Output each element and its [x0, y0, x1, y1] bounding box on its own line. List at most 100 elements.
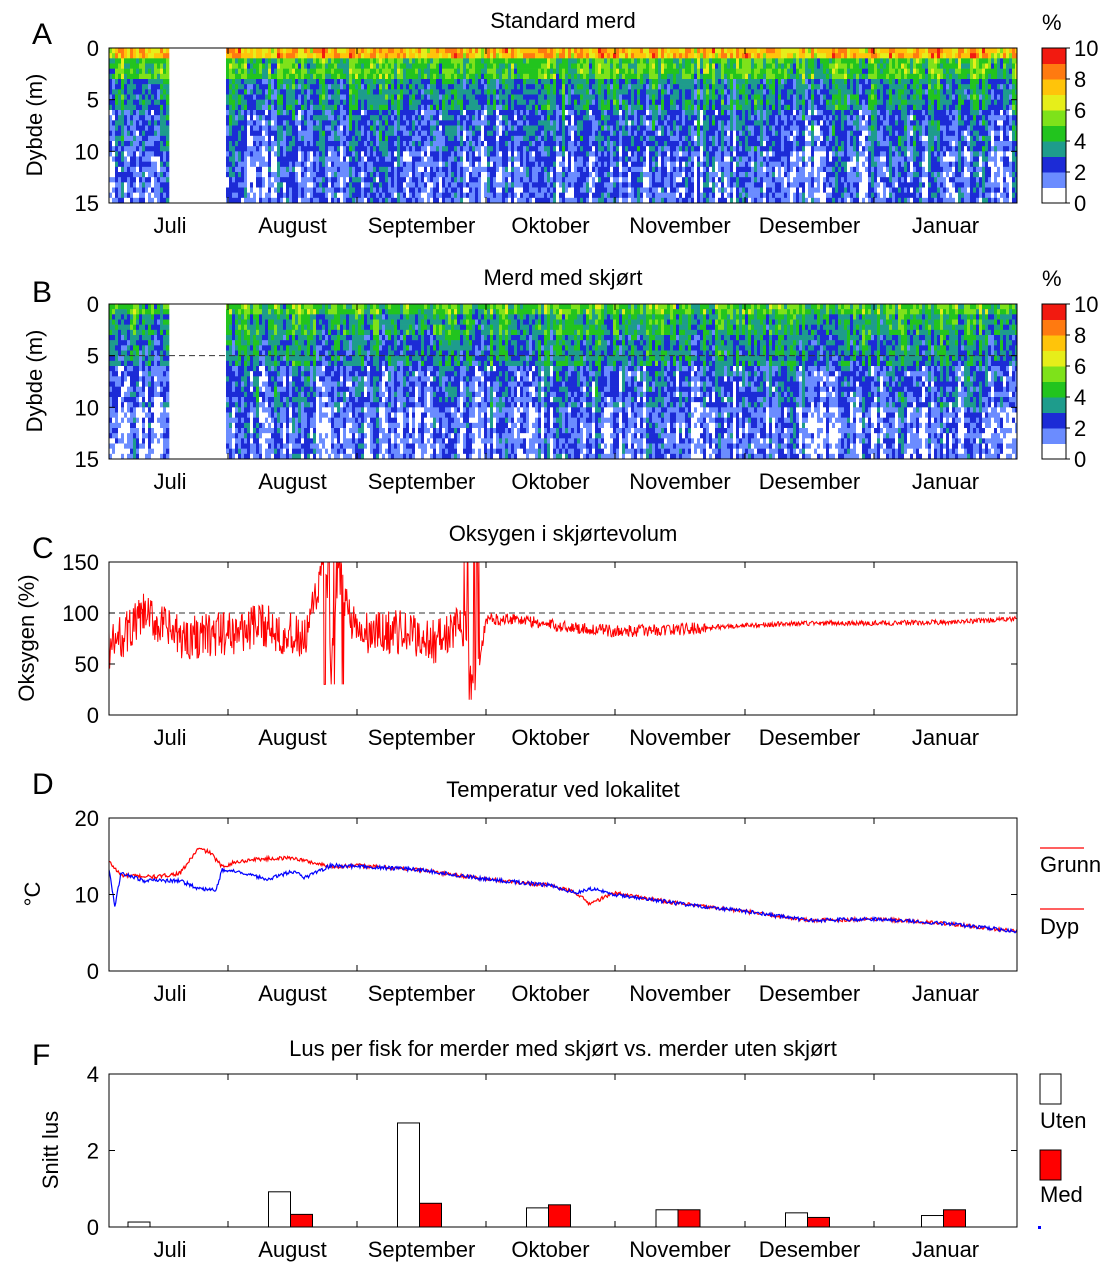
heat-cell	[250, 104, 254, 111]
heat-cell	[496, 135, 500, 142]
heat-cell	[394, 115, 398, 121]
heat-cell	[292, 135, 296, 142]
heat-cell	[547, 68, 551, 75]
heat-cell	[460, 115, 464, 121]
heat-cell	[496, 110, 500, 116]
heat-cell	[628, 156, 632, 162]
heat-cell	[580, 177, 584, 183]
heat-cell	[496, 187, 500, 193]
heat-cell	[439, 79, 443, 85]
heat-cell	[298, 63, 302, 69]
heat-cell	[577, 156, 581, 162]
heat-cell	[544, 120, 548, 126]
heat-cell	[589, 63, 593, 69]
heat-cell	[130, 48, 134, 54]
heat-cell	[226, 156, 230, 162]
heat-cell	[283, 172, 287, 178]
heat-cell	[253, 172, 257, 178]
heat-cell	[313, 94, 317, 100]
heat-cell	[451, 120, 455, 126]
heat-cell	[445, 187, 449, 193]
heat-cell	[496, 182, 500, 188]
heat-cell	[325, 146, 329, 152]
heat-cell	[133, 135, 137, 142]
heat-cell	[439, 68, 443, 75]
heat-cell	[340, 53, 344, 59]
heat-cell	[109, 68, 113, 75]
heat-cell	[487, 192, 491, 199]
heat-cell	[409, 73, 413, 80]
heat-cell	[568, 110, 572, 116]
heat-cell	[517, 48, 521, 54]
heat-cell	[649, 166, 653, 173]
heat-cell	[595, 177, 599, 183]
heat-cell	[460, 192, 464, 199]
heat-cell	[637, 84, 641, 90]
heat-cell	[247, 48, 251, 54]
heat-cell	[433, 125, 437, 131]
heat-cell	[613, 68, 617, 75]
heat-cell	[421, 84, 425, 90]
heat-cell	[559, 68, 563, 75]
heat-cell	[655, 146, 659, 152]
heat-cell	[466, 63, 470, 69]
heat-cell	[307, 161, 311, 168]
heat-cell	[613, 79, 617, 85]
heat-cell	[277, 99, 281, 106]
heat-cell	[142, 99, 146, 106]
heat-cell	[385, 58, 389, 64]
heat-cell	[391, 151, 395, 157]
heat-cell	[526, 130, 530, 137]
heat-cell	[544, 115, 548, 121]
heat-cell	[418, 99, 422, 106]
heat-cell	[343, 146, 347, 152]
heat-cell	[130, 141, 134, 147]
heat-cell	[262, 48, 266, 54]
heat-cell	[496, 63, 500, 69]
heat-cell	[352, 141, 356, 147]
heat-cell	[250, 177, 254, 183]
heat-cell	[559, 94, 563, 100]
heat-cell	[346, 177, 350, 183]
heat-cell	[127, 187, 131, 193]
heat-cell	[418, 48, 422, 54]
heat-cell	[601, 156, 605, 162]
heat-cell	[124, 151, 128, 157]
heat-cell	[571, 120, 575, 126]
heat-cell	[517, 151, 521, 157]
heat-cell	[520, 104, 524, 111]
heat-cell	[286, 79, 290, 85]
heat-cell	[466, 141, 470, 147]
heat-cell	[538, 68, 542, 75]
heat-cell	[136, 141, 140, 147]
heat-cell	[265, 141, 269, 147]
heat-cell	[661, 58, 665, 64]
heat-cell	[622, 99, 626, 106]
heat-cell	[274, 135, 278, 142]
heat-cell	[523, 99, 527, 106]
heat-cell	[655, 156, 659, 162]
panel-letter-b: B	[32, 276, 52, 309]
heat-cell	[268, 115, 272, 121]
heat-cell	[271, 166, 275, 173]
heat-cell	[346, 197, 350, 203]
heat-cell	[604, 89, 608, 95]
heat-cell	[367, 110, 371, 116]
heat-cell	[319, 172, 323, 178]
heat-cell	[361, 63, 365, 69]
heat-cell	[514, 73, 518, 80]
heat-cell	[574, 58, 578, 64]
heat-cell	[163, 125, 167, 131]
heat-cell	[319, 177, 323, 183]
heat-cell	[415, 187, 419, 193]
heat-cell	[544, 53, 548, 59]
heat-cell	[454, 177, 458, 183]
heat-cell	[466, 135, 470, 142]
heat-cell	[136, 146, 140, 152]
heat-cell	[664, 94, 668, 100]
heat-cell	[535, 48, 539, 54]
heat-cell	[382, 79, 386, 85]
heat-cell	[577, 146, 581, 152]
heat-cell	[325, 63, 329, 69]
heat-cell	[550, 135, 554, 142]
